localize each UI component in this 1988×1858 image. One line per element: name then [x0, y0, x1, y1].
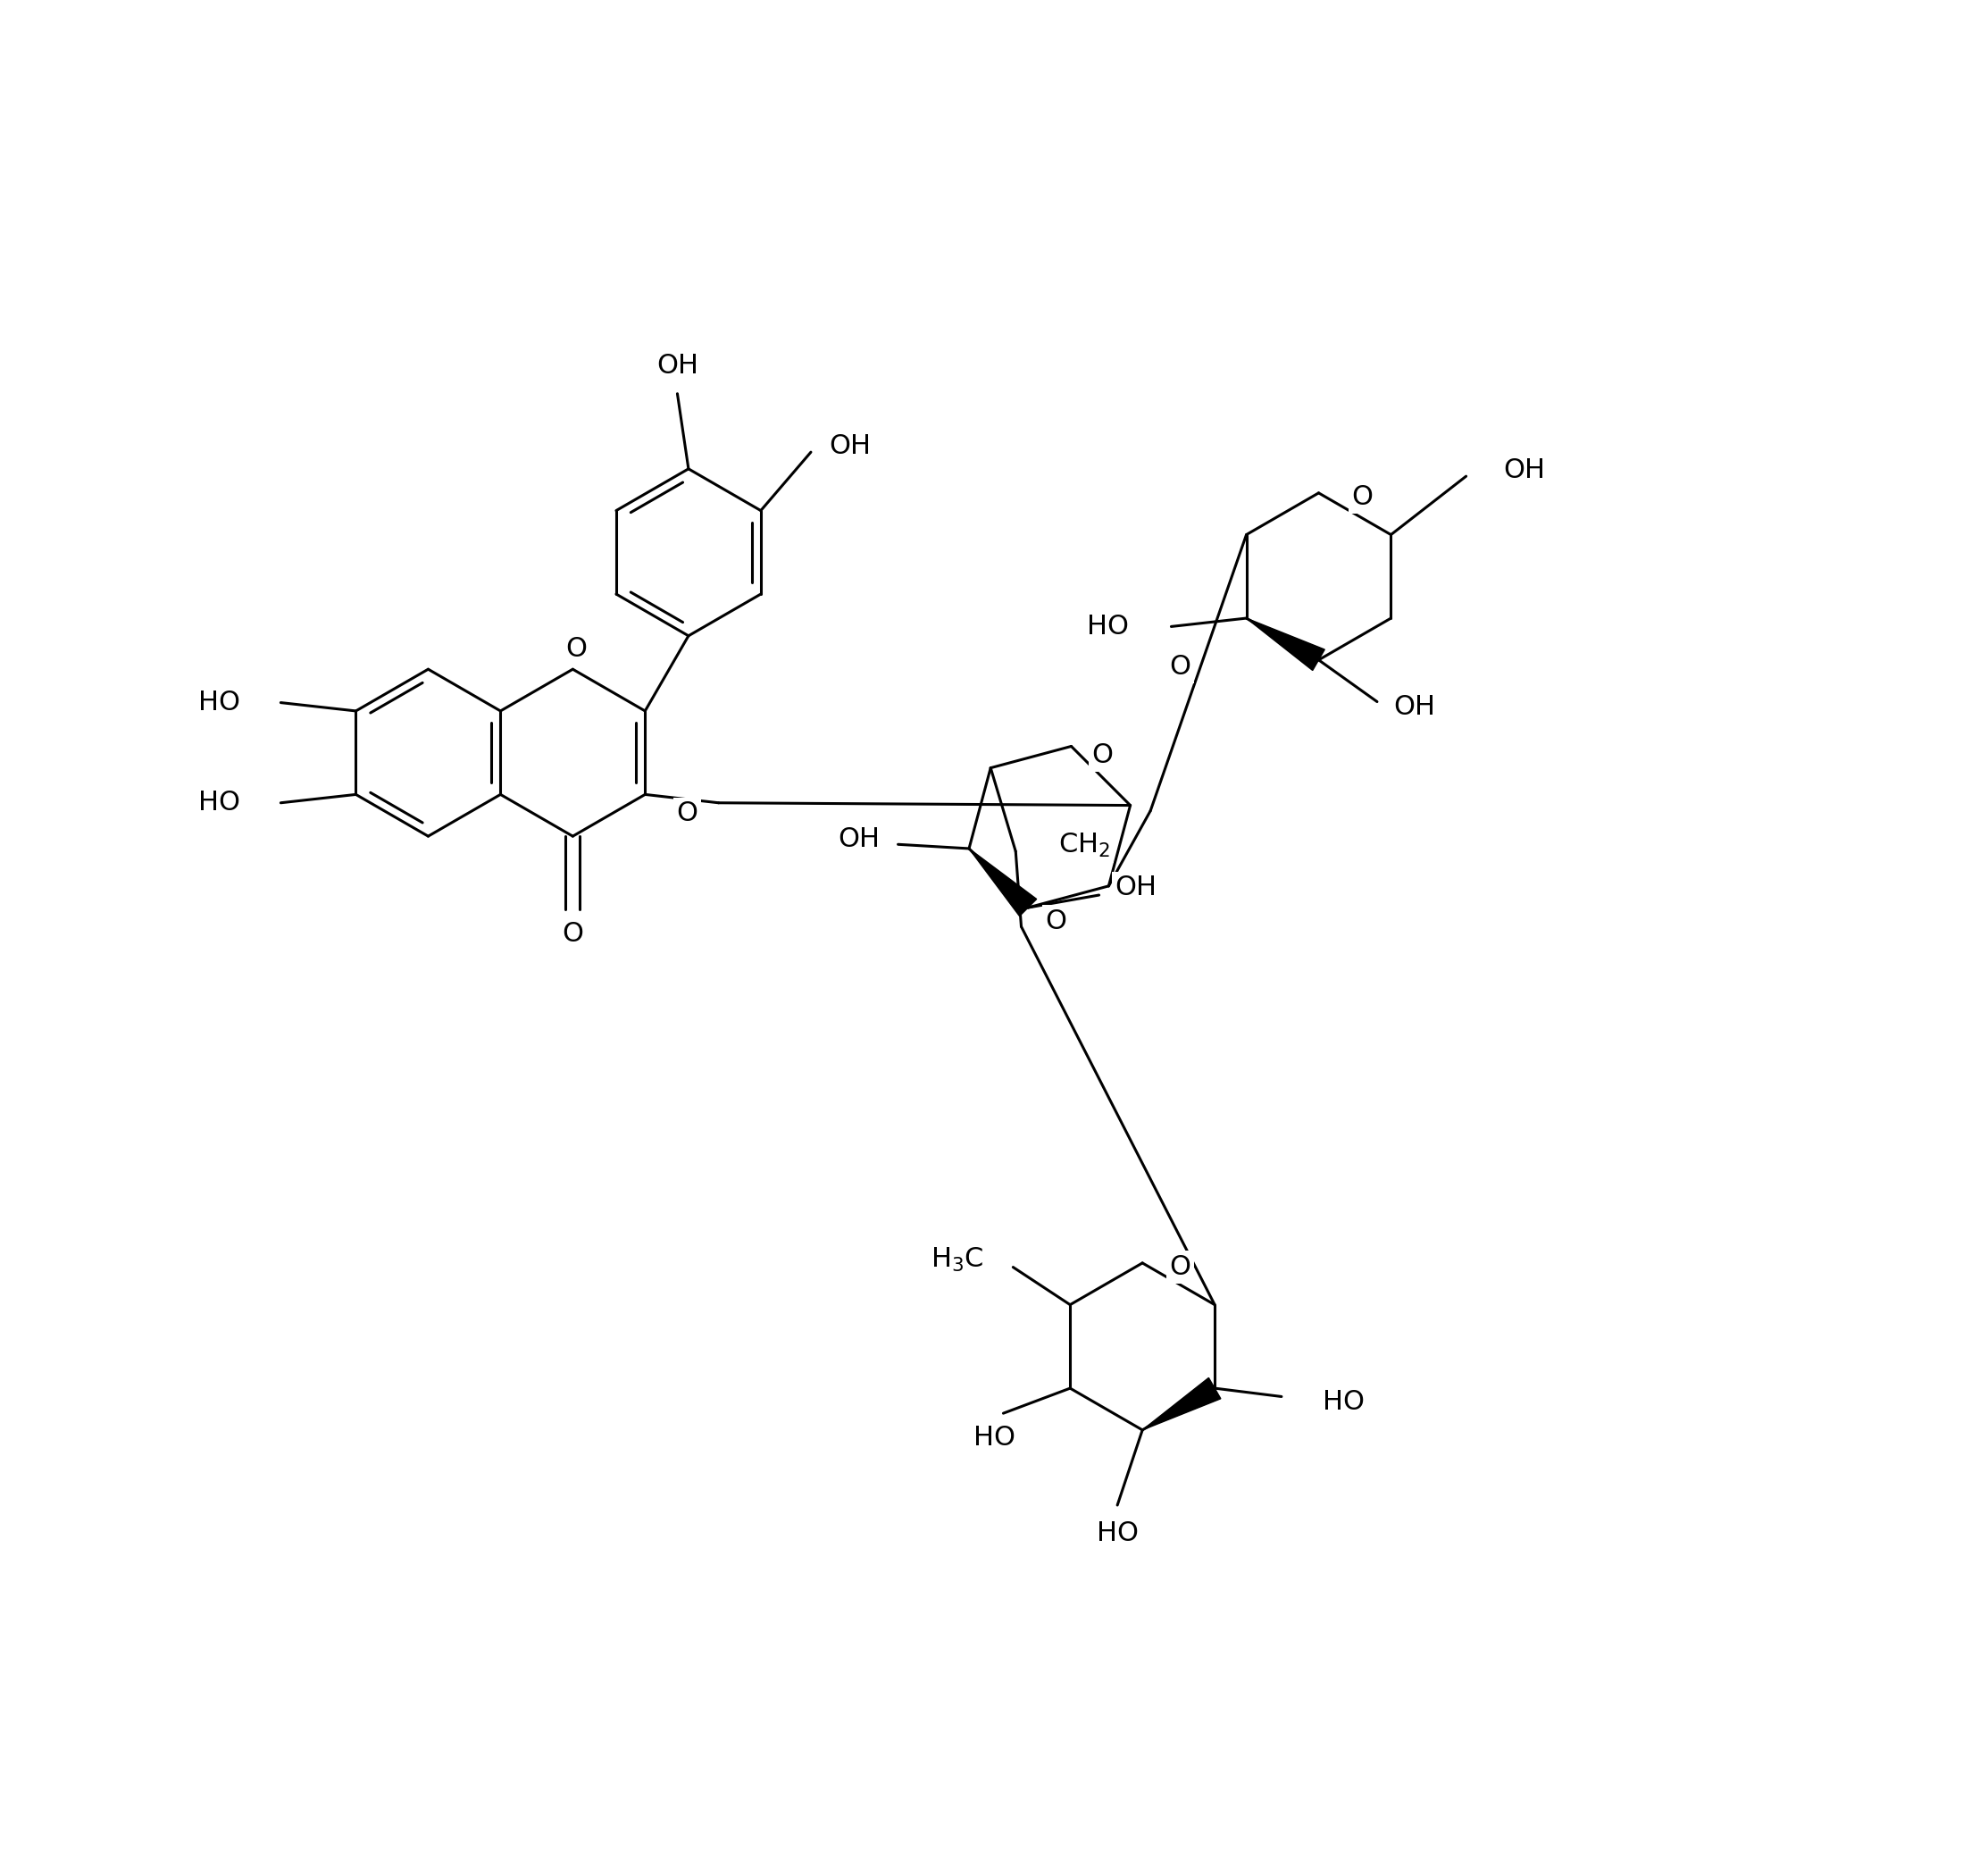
Text: HO: HO: [199, 790, 241, 816]
Text: OH: OH: [1394, 695, 1435, 721]
Text: HO: HO: [199, 689, 241, 715]
Text: O: O: [567, 635, 586, 661]
Polygon shape: [1246, 619, 1324, 671]
Text: OH: OH: [656, 353, 698, 379]
Text: H$_3$C: H$_3$C: [930, 1247, 984, 1273]
Text: OH: OH: [839, 825, 881, 851]
Text: OH: OH: [1503, 457, 1545, 483]
Text: O: O: [563, 922, 584, 948]
Text: HO: HO: [1322, 1390, 1364, 1416]
Text: CH$_2$: CH$_2$: [1058, 832, 1109, 860]
Text: O: O: [1352, 485, 1374, 511]
Text: HO: HO: [1095, 1520, 1139, 1546]
Text: OH: OH: [829, 433, 871, 459]
Polygon shape: [1143, 1379, 1221, 1431]
Polygon shape: [968, 849, 1036, 916]
Text: O: O: [676, 801, 698, 827]
Text: HO: HO: [972, 1425, 1016, 1451]
Text: O: O: [1169, 1254, 1191, 1280]
Text: O: O: [1046, 909, 1068, 935]
Text: O: O: [1091, 743, 1113, 769]
Text: OH: OH: [1115, 875, 1157, 901]
Text: HO: HO: [1087, 613, 1129, 639]
Text: O: O: [1169, 654, 1191, 680]
